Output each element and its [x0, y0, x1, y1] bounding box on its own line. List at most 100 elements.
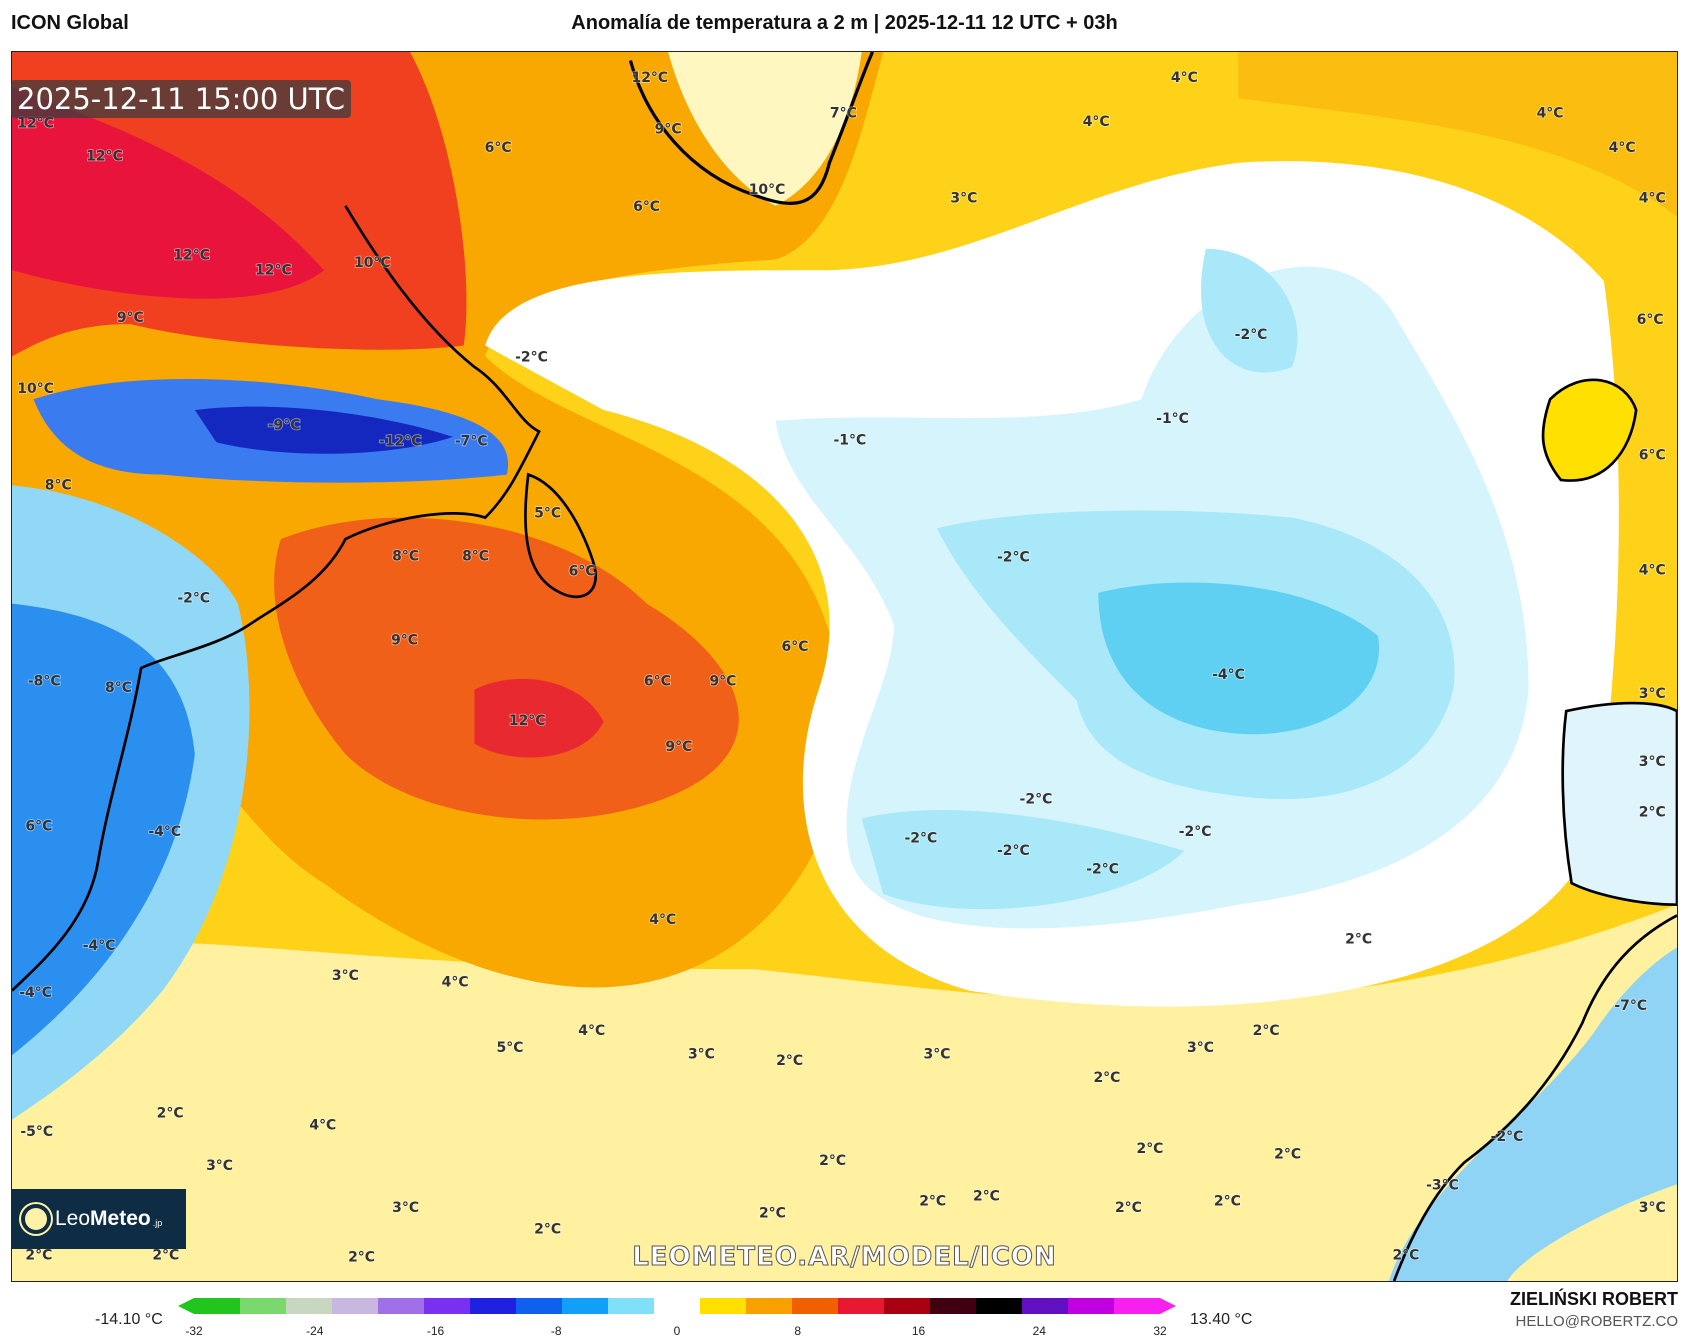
leometeo-logo[interactable]: Leo Meteo .jp [11, 1189, 186, 1249]
contour-label: 2°C [1093, 1070, 1120, 1086]
contour-label: 4°C [1171, 70, 1198, 86]
iberia-coast [1561, 701, 1677, 907]
contour-label: -9°C [268, 417, 301, 433]
contour-label: -4°C [148, 824, 181, 840]
contour-label: 6°C [782, 639, 809, 655]
colorbar-swatch [516, 1298, 563, 1314]
contour-label: 2°C [25, 1247, 52, 1263]
colorbar-swatch [1068, 1298, 1115, 1314]
contour-label: -2°C [904, 830, 937, 846]
contour-label: 12°C [17, 115, 54, 131]
colorbar-tick-label: 24 [1032, 1324, 1046, 1338]
colorbar-tick-label: -24 [306, 1324, 324, 1338]
colorbar-swatch [792, 1298, 839, 1314]
contour-label: 2°C [1214, 1194, 1241, 1210]
contour-label: 9°C [665, 739, 692, 755]
author-email: HELLO@ROBERTZ.CO [1515, 1313, 1678, 1330]
contour-label: -7°C [455, 434, 488, 450]
contour-label: 12°C [86, 149, 123, 165]
cyan-anomaly [861, 248, 1455, 910]
colorbar-tick-label: 8 [794, 1324, 802, 1338]
contour-label: 9°C [391, 632, 418, 648]
contour-label: -2°C [1491, 1129, 1524, 1145]
contour-label: 6°C [569, 564, 596, 580]
colorbar-swatch [838, 1298, 885, 1314]
colorbar-swatch [470, 1298, 517, 1314]
model-name: ICON Global [11, 12, 129, 34]
contour-label: 4°C [1537, 106, 1564, 122]
contour-label: 3°C [950, 191, 977, 207]
logo-text-meteo: Meteo [90, 1207, 151, 1230]
colorbar-tick-label: -16 [426, 1324, 445, 1338]
red-atlantic-core [474, 678, 604, 758]
contour-label: 12°C [173, 248, 210, 264]
map-title: Anomalía de temperatura a 2 m | 2025-12-… [571, 12, 1118, 34]
logo-suffix: .jp [152, 1218, 163, 1228]
contour-label: 9°C [655, 122, 682, 138]
contour-label: 3°C [392, 1200, 419, 1216]
colorbar-swatch [608, 1298, 655, 1314]
contour-label: 2°C [1345, 931, 1372, 947]
contour-label: 10°C [17, 381, 54, 397]
dark-blue-core [194, 406, 453, 454]
contour-label: 6°C [633, 199, 660, 215]
contour-label: 3°C [1187, 1040, 1214, 1056]
contour-label: 4°C [578, 1023, 605, 1039]
colorbar-swatch [424, 1298, 471, 1314]
north-america-coast [12, 205, 541, 992]
colorbar [178, 1298, 1176, 1314]
map-canvas: 12°C 12°C 7°C 9°C 4°C 4°C 4°C 4°C 4°C 6°C 12°C 10°C… [12, 52, 1677, 1281]
contour-label: 2°C [776, 1053, 803, 1069]
red-atlantic [274, 517, 739, 820]
contour-label: 2°C [157, 1106, 184, 1122]
contour-label: 12°C [631, 70, 668, 86]
colorbar-swatch [930, 1298, 977, 1314]
contour-label: 6°C [1637, 312, 1664, 328]
contour-label: 2°C [1392, 1247, 1419, 1263]
colorbar-min-arrow [178, 1298, 194, 1314]
contour-label: 2°C [1136, 1141, 1163, 1157]
contour-label: 4°C [1083, 114, 1110, 130]
contour-label: 10°C [749, 182, 786, 198]
colorbar-tick-label: 16 [911, 1324, 926, 1338]
contour-label: 3°C [1639, 754, 1666, 770]
contour-label: 3°C [1639, 686, 1666, 702]
contour-label: 9°C [117, 310, 144, 326]
valid-time-badge: 2025-12-11 15:00 UTC [11, 80, 352, 118]
contour-label: -2°C [1086, 861, 1119, 877]
west-light-blue [12, 485, 250, 1120]
contour-label: 8°C [392, 549, 419, 565]
contour-label: -8°C [28, 673, 61, 689]
contour-label: -3°C [1426, 1178, 1459, 1194]
colorbar-swatch [332, 1298, 379, 1314]
contour-label: 5°C [497, 1040, 524, 1056]
contour-label: 3°C [332, 968, 359, 984]
colorbar-swatch [746, 1298, 793, 1314]
colorbar-max-label: 13.40 °C [1190, 1311, 1253, 1328]
colorbar-swatch [378, 1298, 425, 1314]
colorbar-min-label: -14.10 °C [95, 1311, 163, 1328]
logo-text-leo: Leo [55, 1207, 91, 1230]
contour-label: 7°C [830, 106, 857, 122]
contour-label: 6°C [1639, 448, 1666, 464]
contour-label: -1°C [833, 432, 866, 448]
africa-blue [1388, 947, 1677, 1281]
north-africa-coast [1392, 914, 1677, 1281]
contour-label: 4°C [309, 1117, 336, 1133]
contour-label: 2°C [1274, 1146, 1301, 1162]
newfoundland-coast [524, 472, 597, 599]
contour-label: 8°C [105, 680, 132, 696]
colorbar-swatch [976, 1298, 1023, 1314]
temperature-anomaly-map: 12°C 12°C 7°C 9°C 4°C 4°C 4°C 4°C 4°C 6°C 12°C 10°C… [11, 51, 1678, 1282]
contour-label: 9°C [709, 673, 736, 689]
contour-label: -2°C [1020, 792, 1053, 808]
contour-label: 2°C [1639, 804, 1666, 820]
colorbar-tick-label: -32 [185, 1324, 203, 1338]
contour-label: 6°C [25, 818, 52, 834]
contour-label: -1°C [1156, 411, 1189, 427]
contour-label: 2°C [819, 1153, 846, 1169]
orange-ne [1238, 52, 1677, 217]
greenland-coast [628, 52, 874, 205]
contour-label: 12°C [255, 263, 292, 279]
contour-label: 2°C [348, 1250, 375, 1266]
